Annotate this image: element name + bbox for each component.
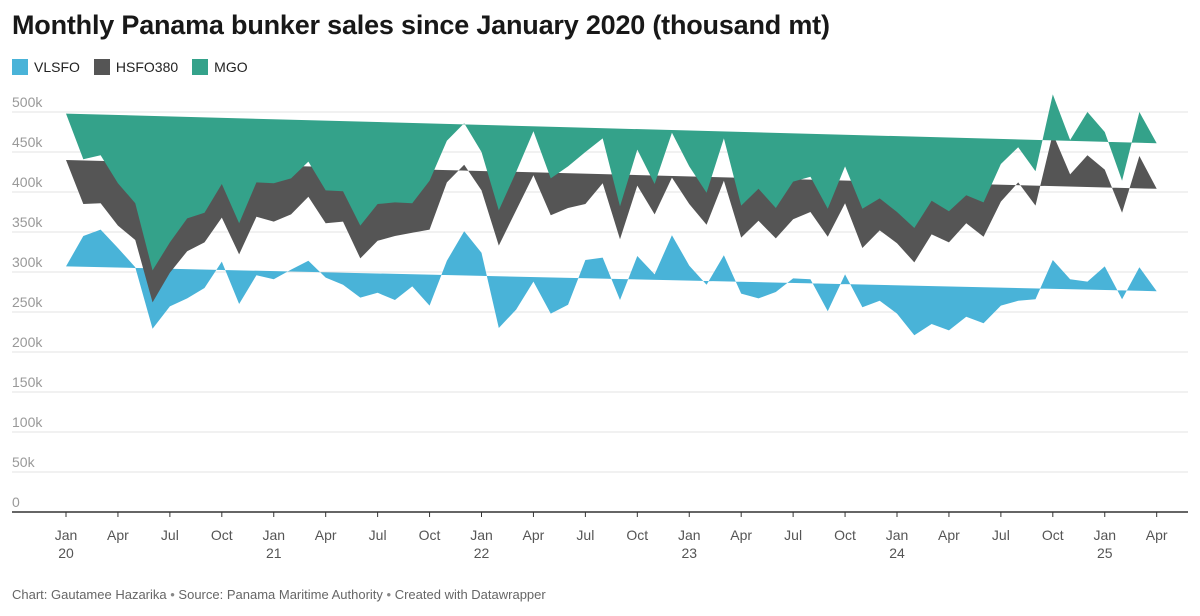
x-tick-label: Oct: [834, 527, 856, 543]
x-tick-label: Jan: [678, 527, 701, 543]
x-tick-label: Jan: [1093, 527, 1116, 543]
legend-swatch-vlsfo: [12, 59, 28, 75]
x-tick-label: Oct: [211, 527, 233, 543]
legend-label-vlsfo: VLSFO: [34, 59, 80, 75]
legend-label-mgo: MGO: [214, 59, 248, 75]
x-tick-label: Apr: [107, 527, 129, 543]
y-tick-label: 150k: [12, 374, 43, 390]
x-tick-label: Jul: [992, 527, 1010, 543]
x-tick-label: Jul: [784, 527, 802, 543]
x-tick-year-label: 20: [58, 545, 74, 561]
x-tick-label: Jul: [369, 527, 387, 543]
chart-title: Monthly Panama bunker sales since Januar…: [12, 10, 830, 40]
x-tick-label: Jan: [886, 527, 909, 543]
legend-item-mgo: MGO: [192, 59, 248, 75]
y-tick-label: 400k: [12, 174, 43, 190]
x-tick-year-label: 23: [681, 545, 697, 561]
x-tick-label: Apr: [315, 527, 337, 543]
footer: Chart: Gautamee Hazarika • Source: Panam…: [12, 587, 546, 602]
footer-separator: •: [170, 587, 179, 602]
legend-item-hsfo380: HSFO380: [93, 59, 179, 75]
x-tick-year-label: 25: [1097, 545, 1113, 561]
x-tick-label: Jul: [161, 527, 179, 543]
area-vlsfo: [66, 229, 1157, 336]
x-tick-label: Oct: [419, 527, 441, 543]
x-tick-label: Apr: [1146, 527, 1168, 543]
y-tick-label: 300k: [12, 254, 43, 270]
x-tick-label: Apr: [730, 527, 752, 543]
legend-label-hsfo380: HSFO380: [115, 59, 179, 75]
x-tick-label: Apr: [938, 527, 960, 543]
x-tick-label: Apr: [523, 527, 545, 543]
y-tick-label: 200k: [12, 334, 43, 350]
x-tick-label: Jan: [262, 527, 285, 543]
x-tick-year-label: 21: [266, 545, 282, 561]
legend-swatch-hsfo380: [93, 59, 110, 75]
footer-separator: •: [386, 587, 395, 602]
x-tick-label: Oct: [626, 527, 648, 543]
y-tick-label: 0: [12, 494, 20, 510]
footer-source: Source: Panama Maritime Authority: [178, 587, 383, 602]
y-tick-label: 350k: [12, 214, 43, 230]
y-tick-label: 450k: [12, 134, 43, 150]
x-tick-label: Oct: [1042, 527, 1064, 543]
y-tick-label: 500k: [12, 94, 43, 110]
x-tick-label: Jan: [55, 527, 78, 543]
area-mgo: [66, 94, 1157, 271]
legend: VLSFO HSFO380 MGO: [12, 59, 248, 75]
y-tick-label: 250k: [12, 294, 43, 310]
x-tick-label: Jul: [576, 527, 594, 543]
footer-chart-by: Chart: Gautamee Hazarika: [12, 587, 167, 602]
footer-created: Created with Datawrapper: [394, 587, 546, 602]
legend-item-vlsfo: VLSFO: [12, 59, 80, 75]
legend-swatch-mgo: [192, 59, 209, 75]
x-tick-year-label: 24: [889, 545, 905, 561]
y-tick-label: 100k: [12, 414, 43, 430]
x-tick-year-label: 22: [474, 545, 490, 561]
x-tick-label: Jan: [470, 527, 493, 543]
y-tick-label: 50k: [12, 454, 36, 470]
